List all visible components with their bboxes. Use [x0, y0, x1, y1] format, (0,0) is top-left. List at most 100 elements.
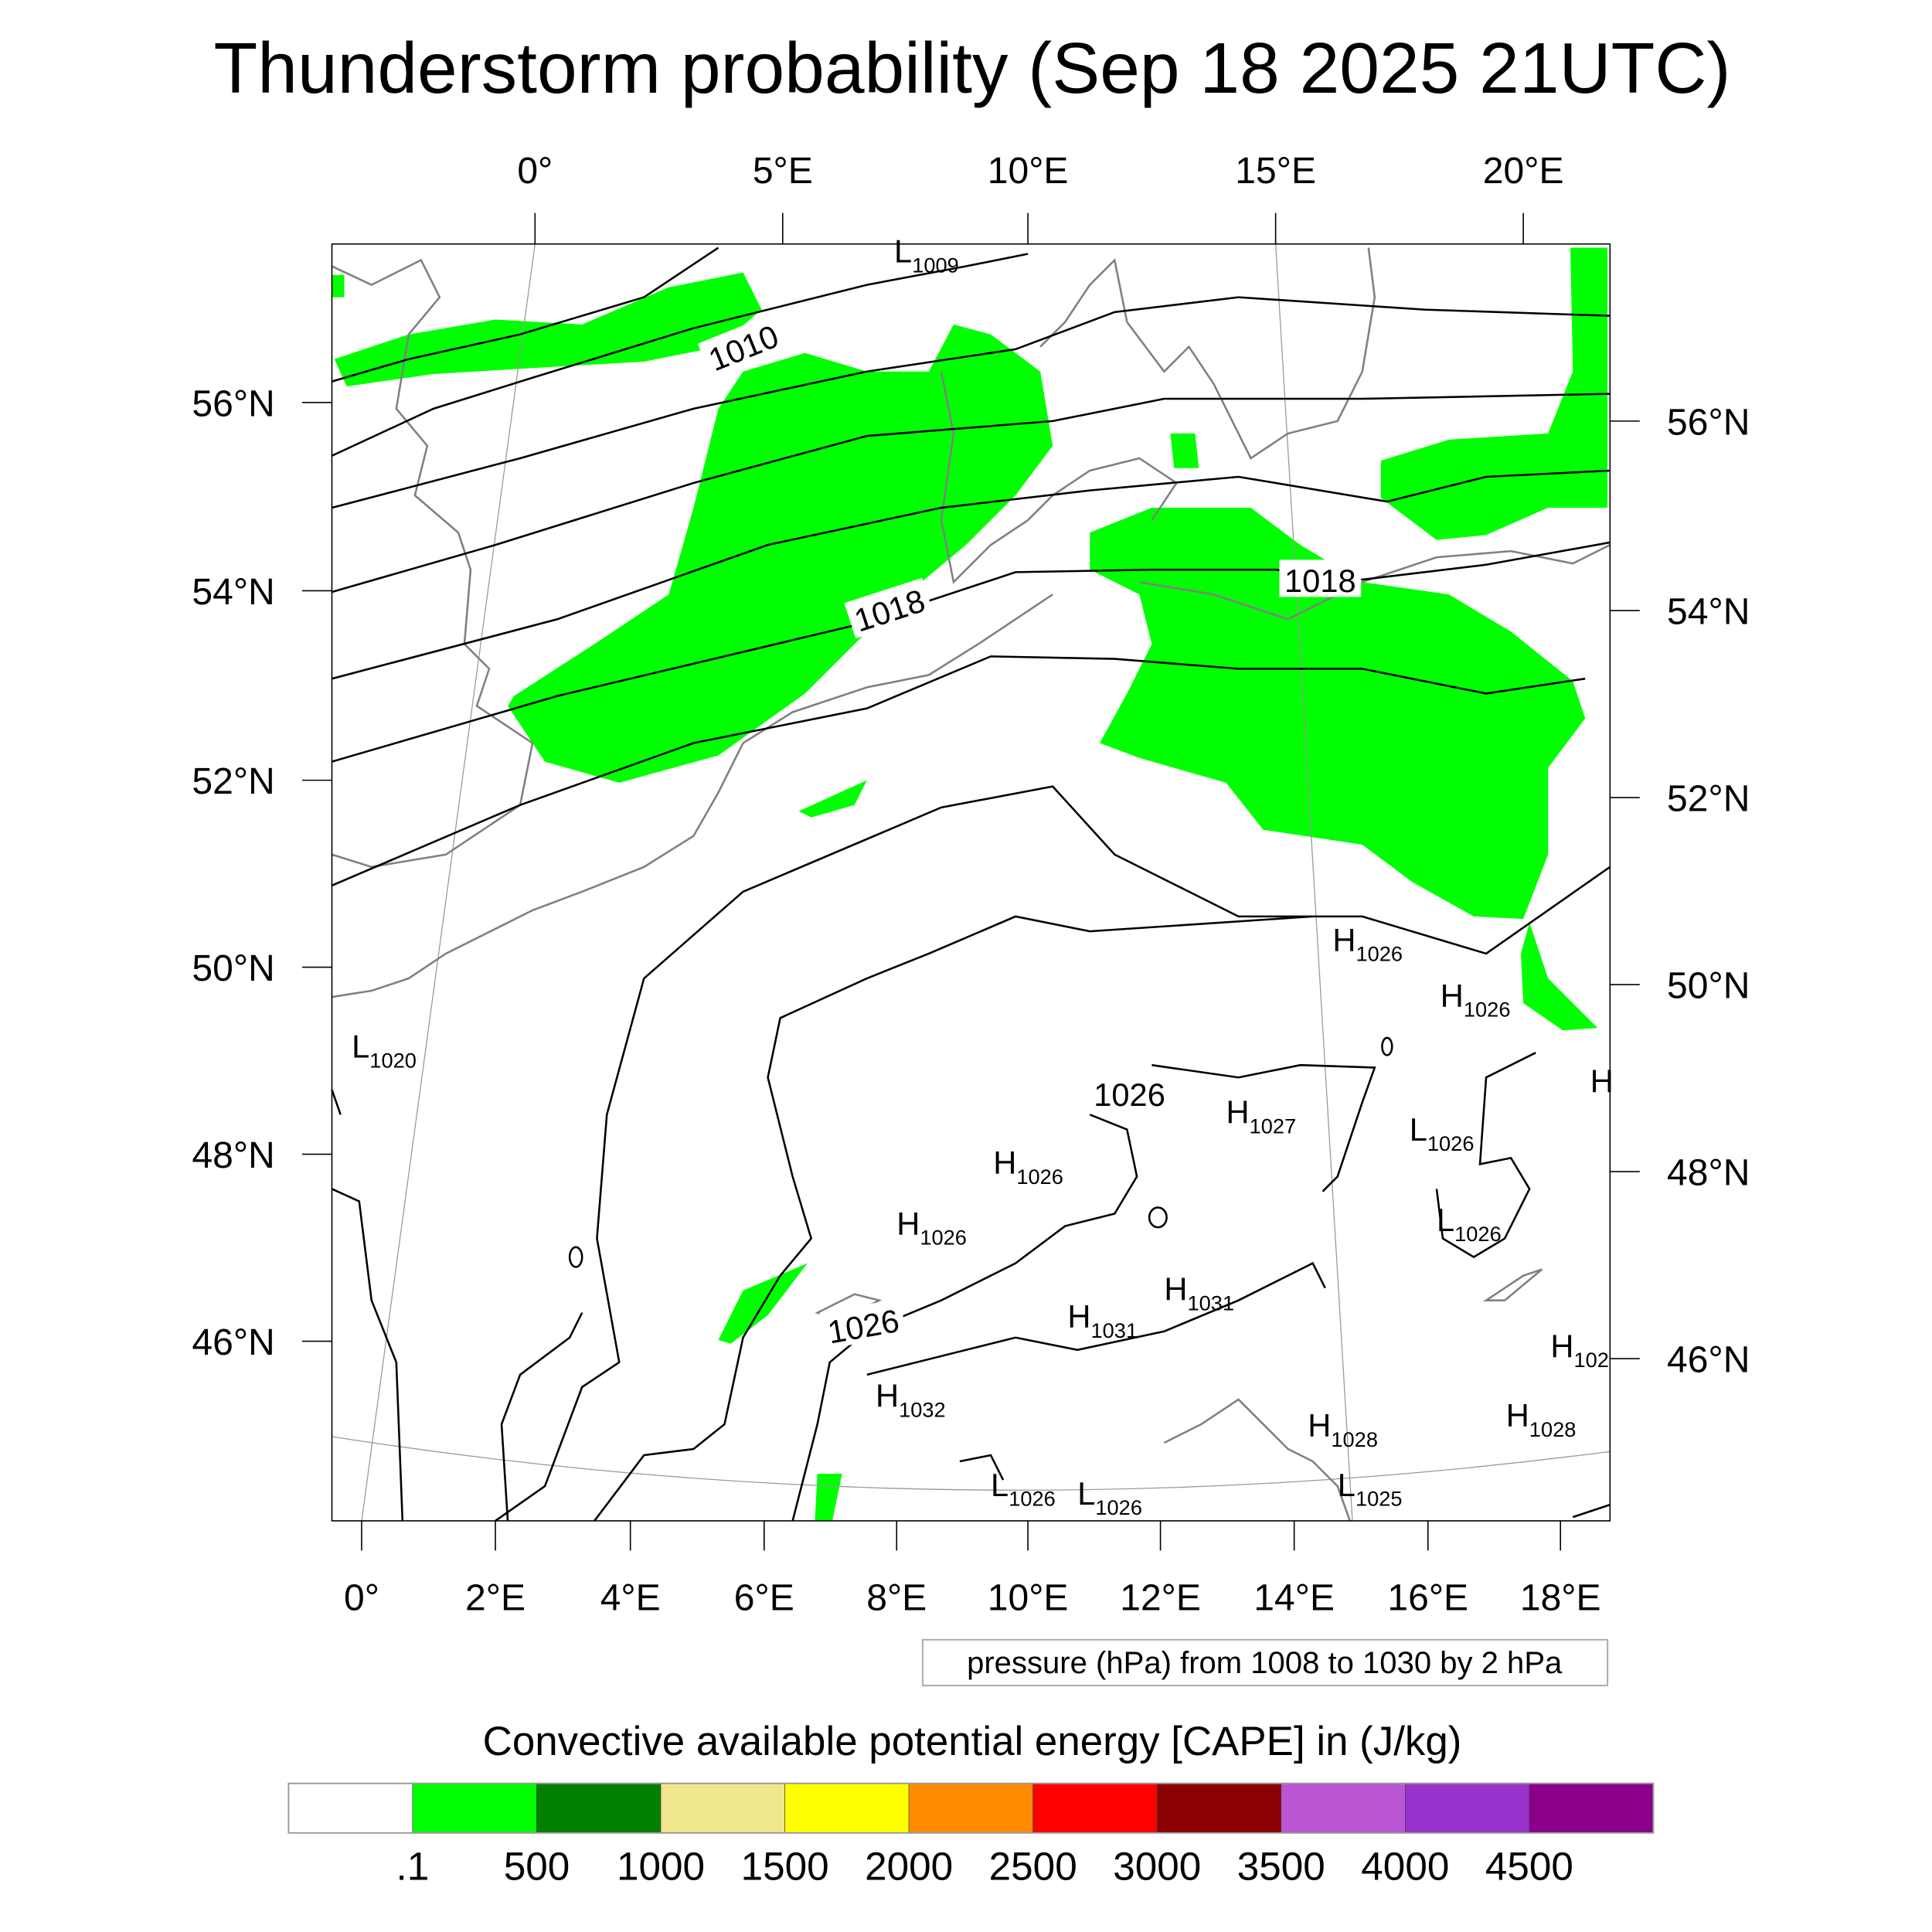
- colorbar-swatch: [536, 1783, 662, 1834]
- parallel-45n: [332, 1436, 1611, 1491]
- high-pressure-label: H1026: [993, 1145, 1063, 1189]
- coastline-scandinavia: [1039, 247, 1376, 460]
- colorbar-swatch: [1156, 1783, 1282, 1834]
- pressure-value: 1026: [1464, 998, 1511, 1022]
- colorbar: .1 500 1000 1500 2000 2500 3000 3500 4000 4500: [287, 1782, 1655, 1889]
- low-pressure-label: L1026: [991, 1467, 1056, 1511]
- isobar: [594, 915, 1313, 1522]
- right-lat-tick-label: 52°N: [1667, 778, 1750, 820]
- cape-region: [1520, 922, 1598, 1031]
- legend-box: [921, 1638, 1609, 1687]
- left-lat-tick-label: 56°N: [192, 383, 274, 424]
- colorbar-swatch: [908, 1783, 1034, 1834]
- pressure-value: 1028: [1331, 1427, 1378, 1451]
- low-pressure-label: L1025: [1338, 1467, 1403, 1511]
- pressure-type: H: [1332, 922, 1355, 958]
- bottom-lon-tick-label: 2°E: [465, 1577, 526, 1618]
- isobar: [332, 247, 719, 383]
- low-pressure-label: L1009: [894, 233, 959, 277]
- bottom-lon-tick-label: 6°E: [734, 1577, 794, 1618]
- bottom-lon-tick-label: 8°E: [866, 1577, 927, 1618]
- top-lon-tick-label: 15°E: [1235, 150, 1316, 192]
- pressure-value: 1031: [1188, 1291, 1235, 1315]
- high-pressure-label: H102: [1550, 1328, 1609, 1372]
- isobar: [331, 253, 1029, 457]
- high-pressure-label: H1031: [1164, 1271, 1234, 1315]
- colorbar-label: 1500: [741, 1845, 829, 1889]
- right-lat-tick-label: 50°N: [1667, 965, 1750, 1007]
- isobar: [495, 785, 1611, 1522]
- contour-legend: pressure (hPa) from 1008 to 1030 by 2 hP…: [921, 1638, 1609, 1687]
- high-pressure-label: H1026: [896, 1206, 967, 1250]
- colorbar-swatch: [288, 1783, 413, 1834]
- pressure-type: L: [1410, 1111, 1427, 1148]
- colorbar-swatch: [660, 1783, 785, 1834]
- coastlines: [331, 247, 1611, 1522]
- pressure-type: L: [1077, 1475, 1095, 1512]
- pressure-type: H: [1308, 1407, 1331, 1444]
- pressure-value: 1027: [1250, 1114, 1297, 1138]
- isobar: [500, 1312, 583, 1522]
- pressure-type: L: [352, 1029, 369, 1065]
- colorbar-label: .1: [396, 1845, 430, 1889]
- cape-region: [1170, 433, 1199, 468]
- colorbar-title: Convective available potential energy [C…: [483, 1719, 1462, 1764]
- bottom-lon-tick-label: 16°E: [1387, 1577, 1468, 1618]
- isobar: [1435, 1052, 1536, 1259]
- isobar: [568, 1246, 583, 1268]
- high-pressure-label: H1032: [876, 1378, 946, 1422]
- pressure-value: 1026: [1095, 1495, 1142, 1519]
- pressure-type: H: [1440, 978, 1464, 1014]
- pressure-value: 1026: [920, 1226, 967, 1250]
- right-lat-tick-label: 56°N: [1667, 402, 1750, 444]
- pressure-type: H: [1550, 1328, 1573, 1364]
- isobar: [866, 1261, 1326, 1376]
- right-lat-tick-label: 48°N: [1667, 1152, 1750, 1194]
- meridian-15e: [1275, 243, 1353, 1521]
- map-frame: [331, 243, 1611, 1522]
- colorbar-label: 2000: [865, 1845, 953, 1889]
- pressure-value: 1026: [1355, 942, 1403, 966]
- contour-label-bg: [697, 313, 787, 379]
- isobar: [332, 541, 1611, 763]
- isobar: [331, 655, 1586, 887]
- isobar: [331, 1089, 342, 1115]
- contour-label: 1018: [1279, 560, 1362, 599]
- cape-region: [334, 272, 762, 386]
- bottom-lon-tick-label: 10°E: [988, 1577, 1069, 1618]
- pressure-value: 1032: [899, 1397, 946, 1421]
- isobar: [959, 1454, 1005, 1481]
- contour-label: 1026: [1088, 1073, 1171, 1113]
- bottom-lon-tick-label: 18°E: [1520, 1577, 1601, 1618]
- pressure-value: 1026: [1454, 1222, 1502, 1246]
- left-lat-tick-label: 54°N: [192, 571, 274, 613]
- contour-label-bg: [844, 577, 934, 639]
- coastline-uk: [331, 258, 534, 869]
- colorbar-swatch: [1281, 1783, 1406, 1834]
- contour-label-text: 1018: [1284, 563, 1356, 599]
- pressure-value: 1026: [1427, 1131, 1475, 1155]
- isobars: [331, 247, 1611, 1522]
- pressure-value: 1020: [369, 1048, 417, 1072]
- isobar: [791, 1114, 1138, 1522]
- cape-region: [1380, 247, 1608, 540]
- isobar: [332, 469, 1611, 680]
- colorbar-label: 3000: [1113, 1845, 1201, 1889]
- high-pressure-label: H1026: [1440, 978, 1511, 1022]
- high-pressure-label: H1028: [1506, 1397, 1577, 1441]
- pressure-type: H: [876, 1378, 899, 1414]
- top-lon-tick-label: 0°: [517, 150, 553, 192]
- pressure-value: 1026: [1009, 1487, 1056, 1511]
- colorbar-label: 2500: [989, 1845, 1077, 1889]
- colorbar-swatch: [412, 1783, 537, 1834]
- isobar: [1148, 1206, 1168, 1229]
- pressure-value: 102: [1574, 1348, 1609, 1372]
- low-pressure-label: L1026: [1437, 1202, 1502, 1246]
- colorbar-swatch: [1529, 1783, 1654, 1834]
- pressure-type: H: [1226, 1094, 1250, 1131]
- axis-ticks: 0° 5°E 10°E 15°E 20°E 56°N 54°N 52°N 50°N 48°N 46°…: [192, 150, 1750, 1618]
- isobar: [1381, 1036, 1393, 1056]
